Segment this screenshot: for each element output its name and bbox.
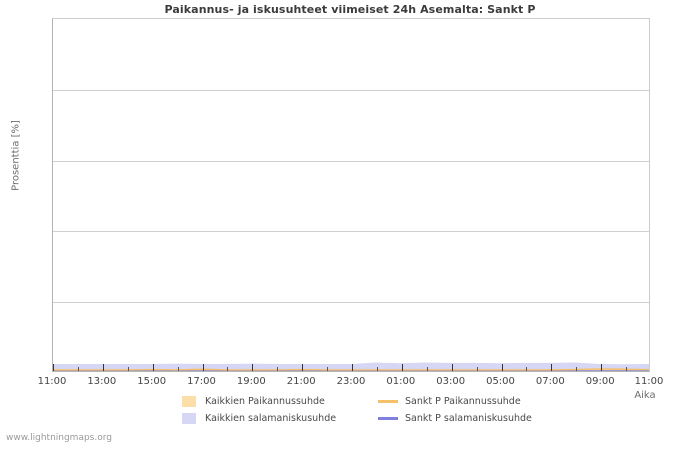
legend-label: Kaikkien salamaniskusuhde	[205, 413, 337, 424]
x-tick-major	[152, 364, 154, 371]
chart-legend: Kaikkien Paikannussuhde Sankt P Paikannus…	[182, 393, 602, 427]
x-tick-minor	[526, 367, 528, 371]
x-tick-minor	[227, 367, 229, 371]
x-tick-major	[352, 364, 353, 371]
x-tick-minor	[626, 367, 628, 371]
x-axis-label: Aika	[634, 390, 656, 401]
legend-label: Sankt P salamaniskusuhde	[405, 413, 532, 424]
x-tick-minor	[476, 367, 478, 371]
x-tick-minor	[426, 367, 428, 371]
gridline	[53, 302, 649, 304]
x-tick-label: 11:00	[37, 376, 67, 387]
watermark: www.lightningmaps.org	[6, 433, 112, 443]
series-layer	[53, 19, 649, 371]
x-tick-major	[501, 364, 503, 371]
x-tick-label: 01:00	[386, 376, 416, 387]
x-tick-label: 19:00	[236, 376, 266, 387]
y-axis-label: Prosenttia [%]	[10, 120, 22, 191]
gridline	[53, 160, 649, 162]
legend-entry[interactable]: Kaikkien Paikannussuhde	[182, 393, 378, 410]
legend-label: Sankt P Paikannussuhde	[405, 396, 521, 407]
x-tick-major	[102, 364, 104, 371]
x-tick-minor	[376, 367, 378, 371]
legend-swatch	[182, 413, 196, 424]
x-tick-major	[601, 364, 603, 371]
x-tick-label: 03:00	[436, 376, 466, 387]
x-tick-major	[401, 364, 403, 371]
x-tick-major	[302, 364, 304, 371]
legend-line-sample	[378, 417, 398, 420]
legend-entry[interactable]: Sankt P Paikannussuhde	[378, 393, 602, 410]
x-tick-major	[551, 364, 553, 371]
x-tick-label: 05:00	[486, 376, 515, 387]
chart-title: Paikannus- ja iskusuhteet viimeiset 24h …	[164, 3, 536, 16]
legend-swatch	[182, 396, 196, 407]
x-tick-major	[252, 364, 254, 371]
gridline	[53, 231, 649, 233]
x-tick-label: 15:00	[137, 376, 167, 387]
x-tick-minor	[576, 367, 578, 371]
series-line	[53, 369, 649, 370]
plot-area	[52, 18, 650, 372]
x-tick-minor	[127, 367, 129, 371]
gridline	[53, 89, 649, 91]
x-tick-label: 23:00	[336, 376, 366, 387]
x-tick-minor	[177, 367, 179, 371]
legend-entry[interactable]: Kaikkien salamaniskusuhde	[182, 410, 378, 427]
x-tick-label: 07:00	[535, 376, 565, 387]
x-tick-major	[202, 364, 204, 371]
x-tick-major	[451, 364, 453, 371]
x-tick-minor	[277, 367, 279, 371]
legend-entry[interactable]: Sankt P salamaniskusuhde	[378, 410, 602, 427]
x-tick-minor	[327, 367, 329, 371]
x-tick-label: 21:00	[286, 376, 316, 387]
legend-label: Kaikkien Paikannussuhde	[205, 396, 325, 407]
x-tick-label: 13:00	[87, 376, 117, 387]
x-tick-major	[53, 364, 54, 371]
x-tick-label: 11:00	[634, 376, 664, 387]
legend-line-sample	[378, 400, 398, 403]
x-tick-label: 17:00	[187, 376, 216, 387]
series-svg	[53, 362, 649, 371]
x-tick-minor	[77, 367, 79, 371]
x-tick-label: 09:00	[585, 376, 615, 387]
